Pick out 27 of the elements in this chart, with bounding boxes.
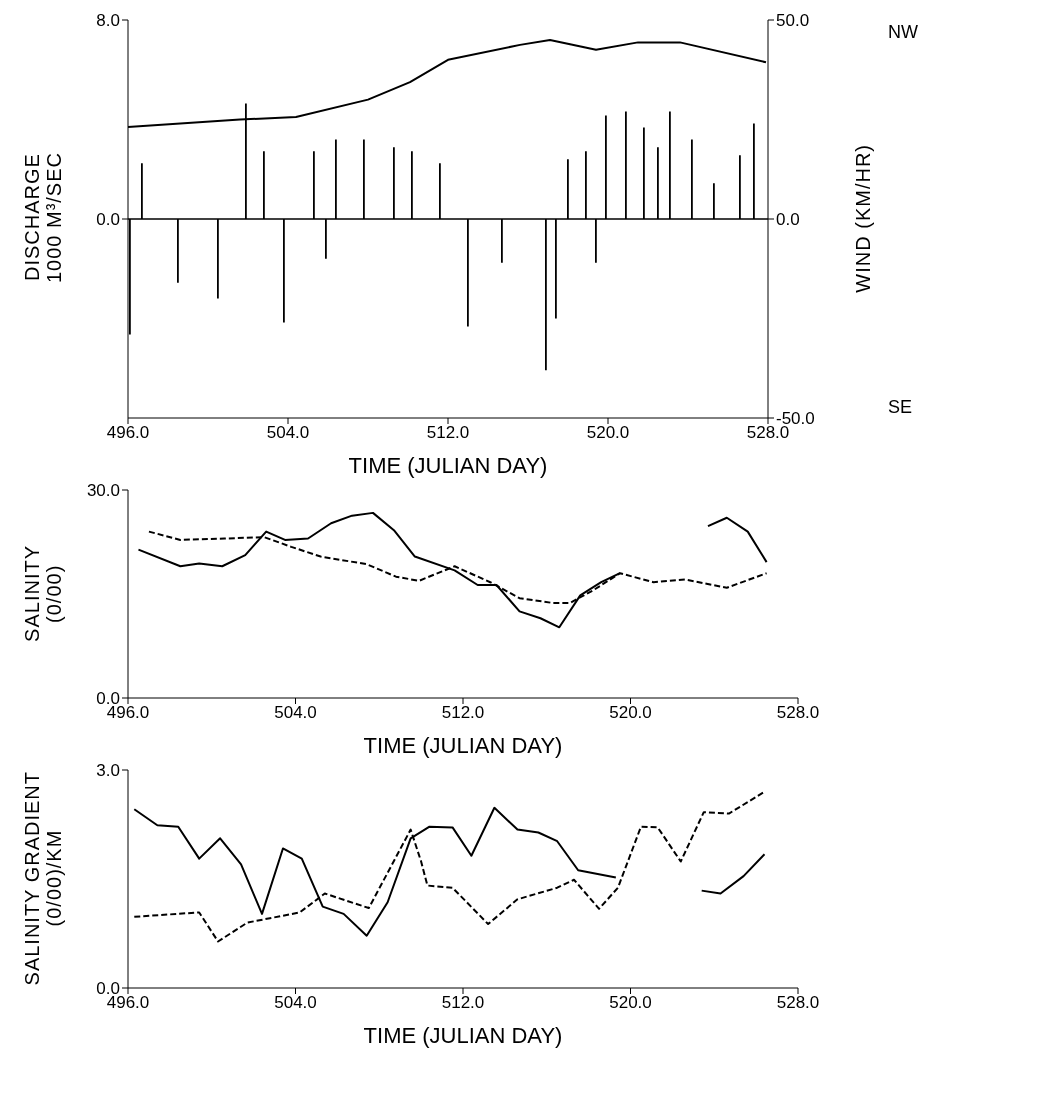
x-tick-label: 520.0	[609, 703, 652, 723]
x-tick-label: 504.0	[274, 703, 317, 723]
y-tick-label: 8.0	[96, 11, 120, 31]
x-tick-label: 528.0	[776, 993, 820, 1013]
x-axis-title: TIME (JULIAN DAY)	[363, 733, 563, 758]
x-tick-label: 512.0	[426, 423, 470, 443]
y-tick-label: 30.0	[86, 481, 120, 501]
x-tick-label: 520.0	[609, 993, 652, 1013]
x-tick-label: 496.0	[106, 423, 150, 443]
y-axis-title: SALINITY GRADIENT (0/00)/KM	[21, 770, 65, 986]
y-axis-title: DISCHARGE 1000 M³/SEC	[21, 152, 65, 284]
x-tick-label: 512.0	[441, 703, 485, 723]
x-tick-label: 528.0	[776, 703, 820, 723]
y-tick-label: 3.0	[96, 761, 120, 781]
y2-axis-title: WIND (KM/HR)	[852, 143, 874, 293]
x-tick-label: 504.0	[274, 993, 317, 1013]
y-axis-title: SALINITY (0/00)	[21, 544, 65, 642]
x-tick-label: 504.0	[266, 423, 310, 443]
x-tick-label: 520.0	[586, 423, 630, 443]
y-tick-label: 0.0	[96, 210, 120, 230]
x-axis-title: TIME (JULIAN DAY)	[363, 1023, 563, 1048]
y2-tick-label: 0.0	[776, 210, 800, 230]
x-axis-title: TIME (JULIAN DAY)	[348, 453, 548, 478]
text: SE	[888, 397, 913, 418]
y2-tick-label: 50.0	[776, 11, 810, 31]
x-tick-label: 512.0	[441, 993, 485, 1013]
text: NW	[888, 22, 919, 43]
